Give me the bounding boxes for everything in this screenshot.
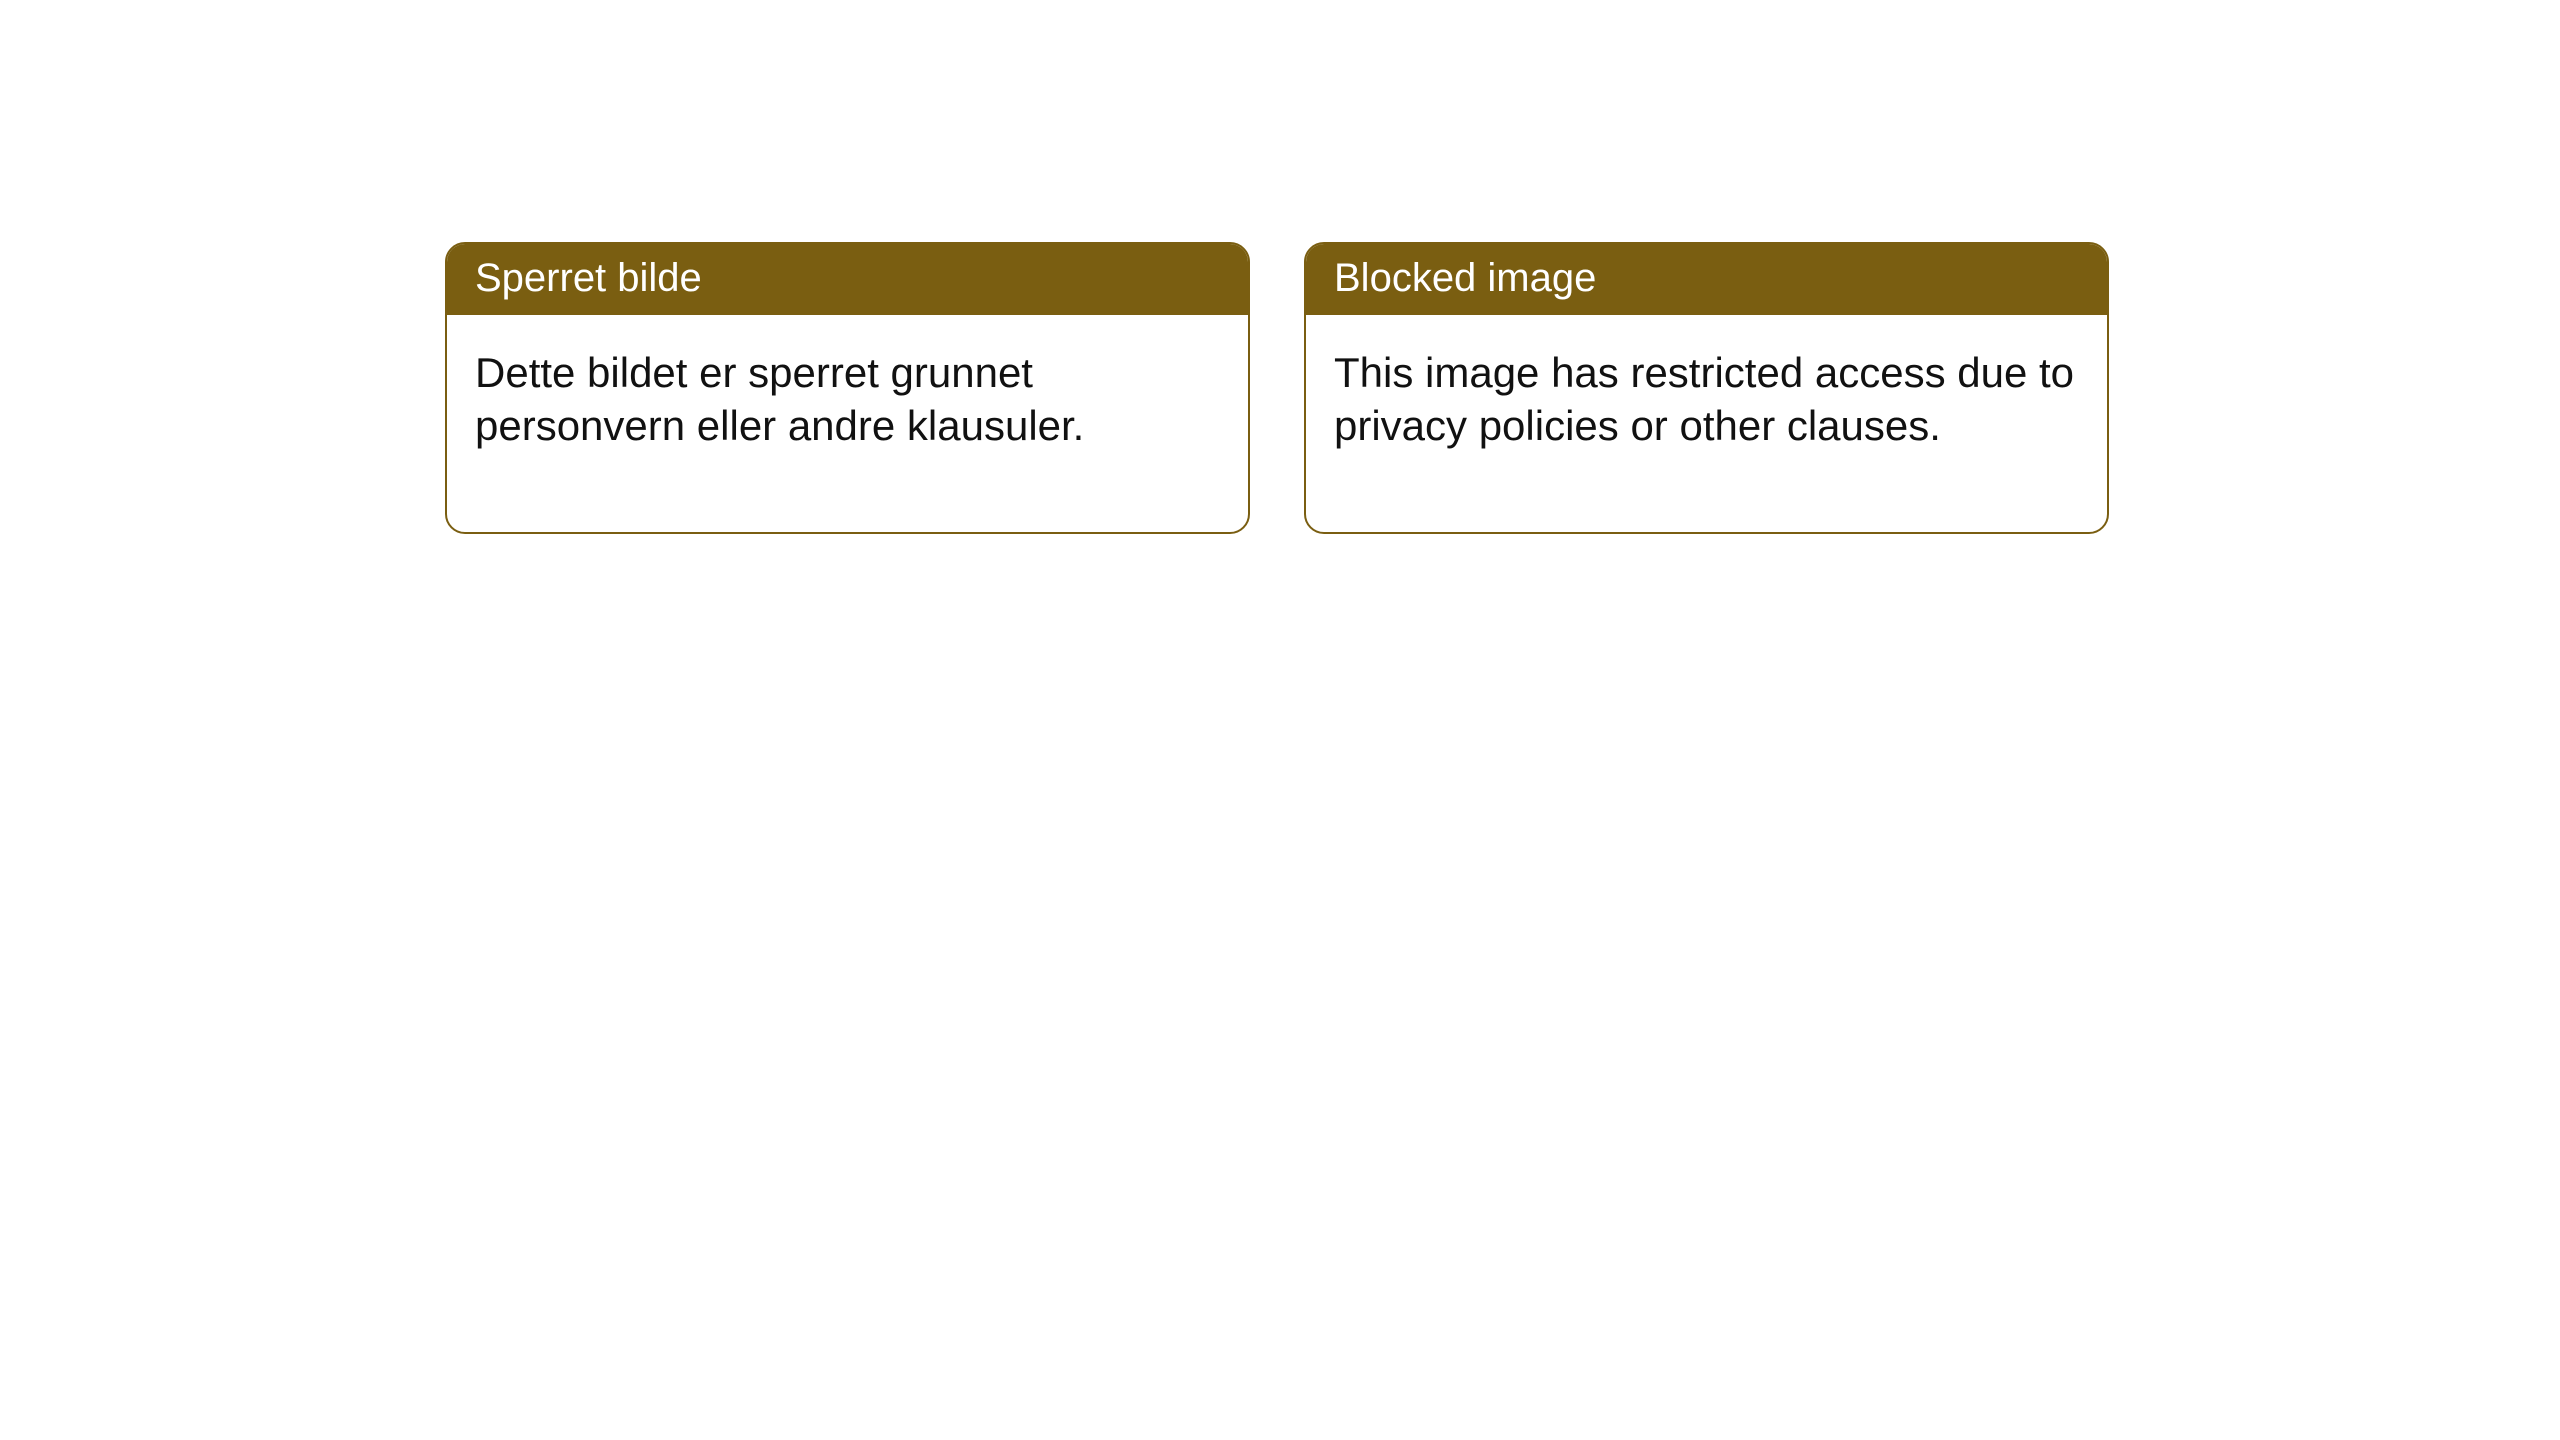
notice-header: Blocked image (1306, 244, 2107, 315)
notice-header: Sperret bilde (447, 244, 1248, 315)
notice-box-norwegian: Sperret bilde Dette bildet er sperret gr… (445, 242, 1250, 534)
notice-box-english: Blocked image This image has restricted … (1304, 242, 2109, 534)
notice-body: This image has restricted access due to … (1306, 315, 2107, 532)
notice-container: Sperret bilde Dette bildet er sperret gr… (445, 242, 2109, 534)
notice-body: Dette bildet er sperret grunnet personve… (447, 315, 1248, 532)
